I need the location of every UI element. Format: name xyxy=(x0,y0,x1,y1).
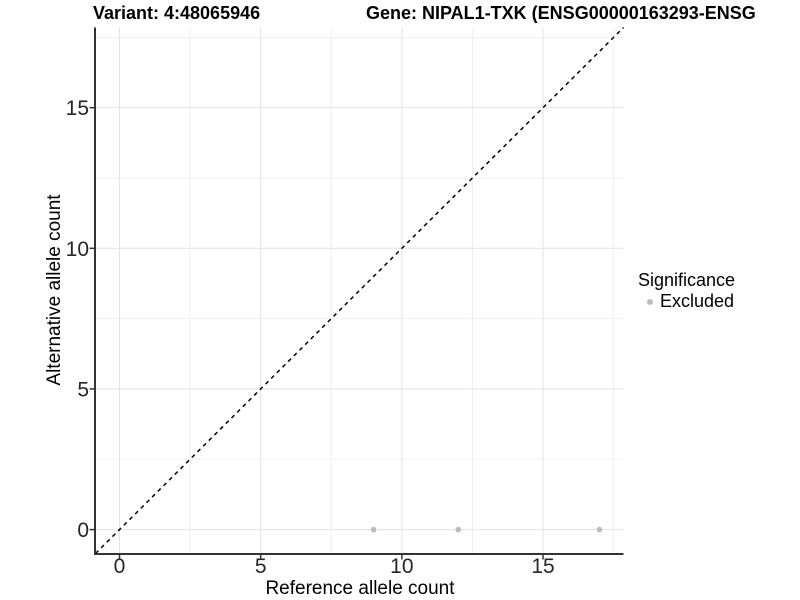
gene-title: Gene: NIPAL1-TXK (ENSG00000163293-ENSG xyxy=(366,3,756,23)
legend-item: Excluded xyxy=(638,291,735,312)
data-point xyxy=(370,526,377,533)
y-tick-label: 0 xyxy=(77,519,89,542)
legend-point-icon xyxy=(646,298,653,305)
legend-item-label: Excluded xyxy=(660,291,735,311)
y-tick-label: 5 xyxy=(77,378,89,401)
x-tick-label: 0 xyxy=(114,555,126,578)
data-point xyxy=(455,526,462,533)
legend-key xyxy=(641,298,658,305)
x-tick-label: 10 xyxy=(390,555,413,578)
legend-title: Significance xyxy=(638,270,736,290)
legend: Significance Excluded xyxy=(638,270,735,312)
identity-line xyxy=(94,26,625,555)
y-tick-label: 10 xyxy=(66,238,89,261)
x-tick-label: 15 xyxy=(531,555,554,578)
x-tick-label: 5 xyxy=(255,555,267,578)
y-tick-label: 15 xyxy=(66,97,89,120)
variant-title: Variant: 4:48065946 xyxy=(93,3,261,23)
y-axis-title: Alternative allele count xyxy=(44,194,65,386)
data-point xyxy=(596,526,603,533)
x-axis-title: Reference allele count xyxy=(265,578,455,599)
legend-items: Excluded xyxy=(638,291,735,312)
